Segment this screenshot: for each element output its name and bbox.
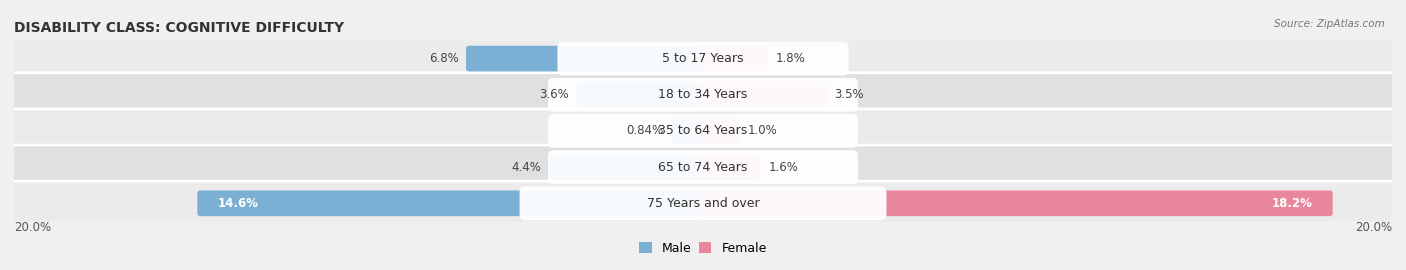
Text: 3.6%: 3.6% bbox=[538, 88, 568, 101]
FancyBboxPatch shape bbox=[576, 82, 706, 108]
FancyBboxPatch shape bbox=[700, 190, 1333, 216]
Text: 6.8%: 6.8% bbox=[429, 52, 458, 65]
Legend: Male, Female: Male, Female bbox=[640, 242, 766, 255]
FancyBboxPatch shape bbox=[548, 154, 706, 180]
FancyBboxPatch shape bbox=[8, 73, 1398, 117]
Text: 1.8%: 1.8% bbox=[775, 52, 806, 65]
FancyBboxPatch shape bbox=[548, 78, 858, 112]
FancyBboxPatch shape bbox=[465, 46, 706, 72]
Text: 1.0%: 1.0% bbox=[748, 124, 778, 137]
FancyBboxPatch shape bbox=[700, 46, 768, 72]
FancyBboxPatch shape bbox=[700, 118, 740, 144]
Text: 3.5%: 3.5% bbox=[834, 88, 863, 101]
Text: Source: ZipAtlas.com: Source: ZipAtlas.com bbox=[1274, 19, 1385, 29]
Text: 20.0%: 20.0% bbox=[1355, 221, 1392, 234]
Text: 18.2%: 18.2% bbox=[1272, 197, 1313, 210]
Text: 65 to 74 Years: 65 to 74 Years bbox=[658, 161, 748, 174]
Text: 18 to 34 Years: 18 to 34 Years bbox=[658, 88, 748, 101]
Text: 5 to 17 Years: 5 to 17 Years bbox=[662, 52, 744, 65]
FancyBboxPatch shape bbox=[671, 118, 706, 144]
FancyBboxPatch shape bbox=[700, 82, 827, 108]
Text: 75 Years and over: 75 Years and over bbox=[647, 197, 759, 210]
Text: 35 to 64 Years: 35 to 64 Years bbox=[658, 124, 748, 137]
FancyBboxPatch shape bbox=[8, 109, 1398, 153]
FancyBboxPatch shape bbox=[8, 145, 1398, 189]
Text: 20.0%: 20.0% bbox=[14, 221, 51, 234]
Text: DISABILITY CLASS: COGNITIVE DIFFICULTY: DISABILITY CLASS: COGNITIVE DIFFICULTY bbox=[14, 21, 344, 35]
Text: 1.6%: 1.6% bbox=[769, 161, 799, 174]
FancyBboxPatch shape bbox=[8, 36, 1398, 81]
FancyBboxPatch shape bbox=[197, 190, 706, 216]
Text: 0.84%: 0.84% bbox=[627, 124, 664, 137]
FancyBboxPatch shape bbox=[8, 181, 1398, 225]
FancyBboxPatch shape bbox=[548, 114, 858, 148]
Text: 14.6%: 14.6% bbox=[218, 197, 259, 210]
FancyBboxPatch shape bbox=[520, 187, 886, 220]
FancyBboxPatch shape bbox=[700, 154, 761, 180]
FancyBboxPatch shape bbox=[548, 150, 858, 184]
FancyBboxPatch shape bbox=[557, 42, 849, 75]
Text: 4.4%: 4.4% bbox=[512, 161, 541, 174]
